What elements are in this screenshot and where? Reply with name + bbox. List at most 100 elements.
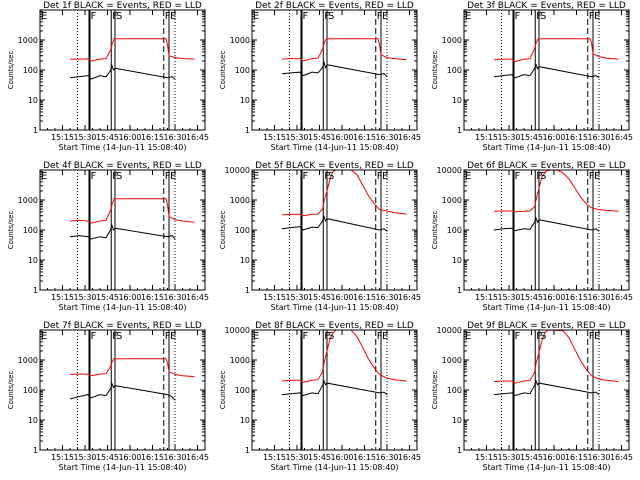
x-tick-label: 16:15 xyxy=(141,293,164,302)
x-tick-label: 15:30 xyxy=(285,133,308,142)
y-axis-label: Counts/sec xyxy=(431,51,439,90)
panel-title: Det 3f BLACK = Events, RED = LLD xyxy=(467,1,626,11)
y-tick-label: 10 xyxy=(240,96,250,105)
x-tick-label: 15:30 xyxy=(285,293,308,302)
y-axis-label: Counts/sec xyxy=(431,211,439,250)
y-tick-label: 1 xyxy=(457,126,462,135)
y-axis-label: Counts/sec xyxy=(431,371,439,410)
y-tick-label: 10000 xyxy=(225,326,250,335)
y-axis-label: Counts/sec xyxy=(219,211,227,250)
time-marker-label: E xyxy=(465,171,471,182)
plot-frame xyxy=(251,169,418,291)
y-tick-label: 1 xyxy=(245,126,250,135)
panel-title: Det 8f BLACK = Events, RED = LLD xyxy=(255,321,414,331)
x-axis-label: Start Time (14-Jun-11 15:08:40) xyxy=(483,143,611,152)
x-tick-label: 15:30 xyxy=(497,133,520,142)
time-marker-label: F xyxy=(515,11,521,22)
x-tick-label: 15:30 xyxy=(73,293,96,302)
x-tick-label: 15:30 xyxy=(73,133,96,142)
y-tick-label: 10 xyxy=(28,256,38,265)
time-marker-label: F xyxy=(324,331,330,342)
x-tick-label: 15:45 xyxy=(308,453,331,462)
time-marker-label: E xyxy=(465,331,471,342)
x-tick-label: 16:45 xyxy=(610,293,633,302)
time-marker-label: S xyxy=(540,171,546,182)
x-tick-label: 16:15 xyxy=(353,453,376,462)
time-marker-label: S xyxy=(328,171,334,182)
time-marker-label: F xyxy=(589,331,595,342)
lld-series-line xyxy=(70,38,195,62)
x-tick-label: 15:15 xyxy=(263,133,286,142)
x-tick-label: 16:45 xyxy=(398,293,421,302)
x-tick-label: 16:30 xyxy=(163,293,186,302)
time-marker-label: E xyxy=(170,11,176,22)
x-tick-label: 16:30 xyxy=(163,453,186,462)
time-marker-label: F xyxy=(303,11,309,22)
time-marker-label: E xyxy=(41,171,47,182)
lld-series-line xyxy=(281,329,407,383)
time-marker-label: E xyxy=(382,11,388,22)
time-marker-label: E xyxy=(594,331,600,342)
y-tick-label: 100 xyxy=(235,226,250,235)
y-tick-label: 10 xyxy=(28,416,38,425)
events-series-line xyxy=(281,215,388,232)
x-tick-label: 15:30 xyxy=(497,453,520,462)
time-marker-label: F xyxy=(536,11,542,22)
time-marker-label: S xyxy=(540,11,546,22)
x-tick-label: 16:45 xyxy=(398,453,421,462)
plot-frame xyxy=(463,169,630,291)
x-tick-label: 16:30 xyxy=(587,453,610,462)
time-marker-label: E xyxy=(253,11,259,22)
x-axis-label: Start Time (14-Jun-11 15:08:40) xyxy=(59,463,187,472)
time-marker-label: E xyxy=(41,331,47,342)
panel-title: Det 1f BLACK = Events, RED = LLD xyxy=(43,1,202,11)
time-marker-label: F xyxy=(536,171,542,182)
lld-series-line xyxy=(69,358,195,378)
x-tick-label: 16:30 xyxy=(375,133,398,142)
x-tick-label: 15:30 xyxy=(497,293,520,302)
y-tick-label: 1 xyxy=(245,446,250,455)
x-tick-label: 16:15 xyxy=(565,293,588,302)
x-tick-label: 15:15 xyxy=(475,453,498,462)
x-tick-label: 15:45 xyxy=(520,453,543,462)
y-axis-label: Counts/sec xyxy=(7,371,15,410)
x-tick-label: 16:00 xyxy=(542,293,565,302)
time-marker-label: E xyxy=(41,11,47,22)
x-tick-label: 16:00 xyxy=(330,133,353,142)
x-tick-label: 15:15 xyxy=(475,293,498,302)
y-tick-label: 1000 xyxy=(230,36,250,45)
x-axis-label: Start Time (14-Jun-11 15:08:40) xyxy=(59,303,187,312)
time-marker-label: F xyxy=(303,171,309,182)
y-tick-label: 10 xyxy=(28,96,38,105)
time-marker-label: F xyxy=(515,171,521,182)
plot-frame xyxy=(251,9,418,131)
y-tick-label: 10 xyxy=(452,256,462,265)
x-tick-label: 15:15 xyxy=(51,133,74,142)
x-tick-label: 16:30 xyxy=(375,453,398,462)
x-tick-label: 15:15 xyxy=(51,453,74,462)
y-tick-label: 1 xyxy=(33,126,38,135)
time-marker-label: F xyxy=(165,11,171,22)
time-marker-label: S xyxy=(328,331,334,342)
lld-series-line xyxy=(493,329,619,384)
x-tick-label: 16:15 xyxy=(141,453,164,462)
x-tick-label: 16:15 xyxy=(353,293,376,302)
time-marker-label: E xyxy=(253,171,259,182)
time-marker-label: F xyxy=(536,331,542,342)
events-series-line xyxy=(281,379,388,397)
plot-frame xyxy=(39,169,206,291)
lld-series-line xyxy=(69,198,195,224)
x-tick-label: 16:45 xyxy=(186,293,209,302)
time-marker-label: S xyxy=(328,11,334,22)
x-tick-label: 16:45 xyxy=(398,133,421,142)
y-tick-label: 100 xyxy=(235,66,250,75)
x-tick-label: 15:45 xyxy=(520,133,543,142)
x-tick-label: 15:15 xyxy=(475,133,498,142)
panel-title: Det 5f BLACK = Events, RED = LLD xyxy=(255,161,414,171)
y-tick-label: 100 xyxy=(23,386,38,395)
events-series-line xyxy=(493,63,600,79)
time-marker-label: E xyxy=(594,11,600,22)
panel-title: Det 9f BLACK = Events, RED = LLD xyxy=(467,321,626,331)
x-tick-label: 16:00 xyxy=(330,453,353,462)
